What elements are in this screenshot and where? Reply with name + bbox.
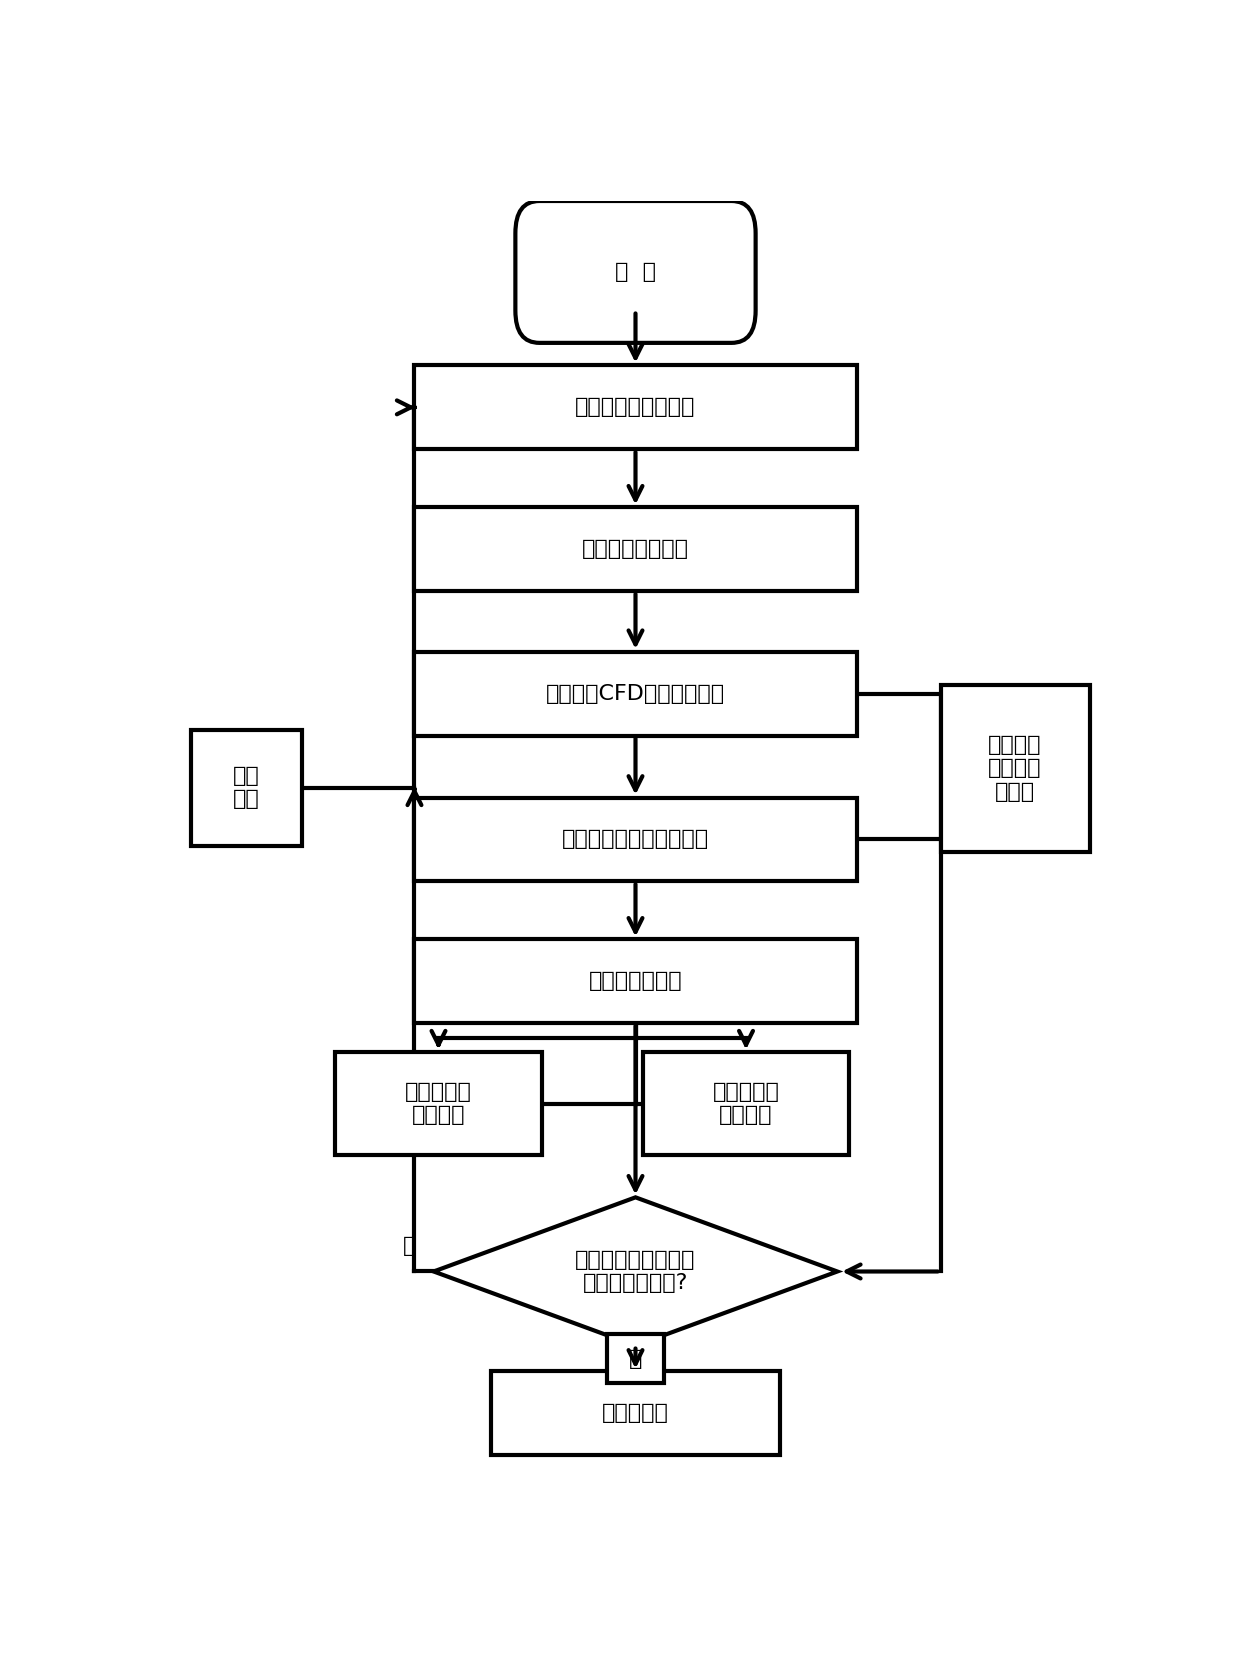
Bar [414,797,857,881]
Text: 可用进气道: 可用进气道 [603,1404,668,1424]
Bar [606,1333,665,1384]
Bar [642,1052,849,1156]
Text: 获得进气道
几何参数: 获得进气道 几何参数 [713,1082,780,1126]
Text: 进气道性能评估，是
否达到设计目标?: 进气道性能评估，是 否达到设计目标? [575,1250,696,1293]
Bar [414,508,857,591]
Bar [191,730,301,846]
Text: 开  始: 开 始 [615,261,656,281]
Text: 画网格，CFD计算基准流场: 画网格，CFD计算基准流场 [546,683,725,704]
Bar [941,685,1090,853]
Text: 进气道流场计算: 进气道流场计算 [589,971,682,992]
Bar [414,652,857,735]
Bar [335,1052,542,1156]
Text: 按照捕获型线追踪进气道: 按照捕获型线追踪进气道 [562,829,709,849]
Text: 获得进气道
气动性能: 获得进气道 气动性能 [405,1082,472,1126]
Text: 否: 否 [403,1236,417,1256]
Bar [414,940,857,1023]
Bar [491,1372,780,1456]
Text: 产生一组自由控制点: 产生一组自由控制点 [575,397,696,417]
Text: 获得进气
道流量捕
获性能: 获得进气 道流量捕 获性能 [988,735,1042,802]
Text: 生成基准流场型面: 生成基准流场型面 [582,539,689,559]
Polygon shape [434,1198,837,1345]
Text: 优化
算法: 优化 算法 [233,765,259,809]
FancyBboxPatch shape [516,201,755,343]
Text: 是: 是 [629,1348,642,1368]
Bar [414,365,857,449]
